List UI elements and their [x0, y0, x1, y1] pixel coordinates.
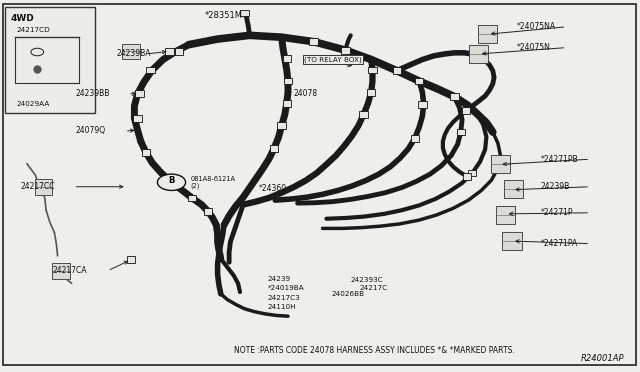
- Text: *24019BA: *24019BA: [268, 285, 304, 291]
- Text: 24026BB: 24026BB: [332, 291, 365, 297]
- Bar: [502, 211, 510, 217]
- Bar: [360, 111, 367, 118]
- Text: 24239BA: 24239BA: [116, 49, 151, 58]
- Bar: [175, 48, 184, 55]
- Bar: [484, 31, 492, 38]
- Text: 24029AA: 24029AA: [17, 101, 50, 107]
- Text: *24271P: *24271P: [541, 208, 573, 217]
- Circle shape: [31, 48, 44, 56]
- Text: R24001AP: R24001AP: [580, 354, 624, 363]
- Bar: [491, 155, 510, 173]
- Bar: [475, 53, 483, 60]
- Text: (2): (2): [191, 183, 200, 189]
- Bar: [496, 206, 515, 224]
- Bar: [35, 179, 52, 195]
- Bar: [146, 67, 155, 73]
- Bar: [393, 67, 401, 74]
- Text: (TO RELAY BOX): (TO RELAY BOX): [304, 56, 362, 63]
- Text: 24217CD: 24217CD: [17, 27, 51, 33]
- Bar: [478, 25, 497, 43]
- Bar: [342, 47, 350, 54]
- Text: *24271PB: *24271PB: [541, 155, 579, 164]
- Bar: [462, 108, 470, 114]
- Text: B: B: [168, 176, 175, 185]
- Bar: [241, 10, 248, 16]
- Bar: [463, 173, 471, 180]
- Text: *28351M: *28351M: [205, 11, 243, 20]
- Bar: [419, 101, 427, 108]
- Bar: [468, 170, 476, 176]
- Bar: [134, 115, 142, 122]
- Bar: [451, 93, 458, 100]
- Bar: [502, 232, 522, 250]
- Text: 24239BB: 24239BB: [76, 89, 110, 98]
- Bar: [284, 78, 292, 84]
- Text: *24360: *24360: [259, 185, 287, 193]
- Text: 24217CC: 24217CC: [20, 182, 55, 191]
- Bar: [457, 129, 465, 135]
- Text: *24075N: *24075N: [517, 43, 551, 52]
- Bar: [136, 90, 144, 97]
- Text: 24217C: 24217C: [360, 285, 388, 291]
- Bar: [508, 186, 516, 193]
- Text: 24239B: 24239B: [541, 182, 570, 191]
- Bar: [165, 48, 174, 55]
- Text: 24217C3: 24217C3: [268, 295, 300, 301]
- Bar: [415, 78, 424, 84]
- Bar: [508, 238, 516, 244]
- Bar: [504, 180, 523, 198]
- Bar: [278, 122, 285, 129]
- Bar: [142, 149, 150, 156]
- Bar: [469, 45, 488, 63]
- Text: *24075NA: *24075NA: [517, 22, 556, 31]
- Bar: [5, 7, 95, 113]
- Bar: [122, 44, 140, 59]
- Text: 242393C: 242393C: [351, 277, 383, 283]
- Text: 24078: 24078: [293, 89, 317, 98]
- Bar: [127, 256, 136, 263]
- Circle shape: [157, 174, 186, 190]
- Bar: [283, 55, 291, 62]
- Text: 4WD: 4WD: [10, 14, 34, 23]
- Text: 24079Q: 24079Q: [76, 126, 106, 135]
- Bar: [52, 263, 70, 279]
- Text: 081A8-6121A: 081A8-6121A: [191, 176, 236, 182]
- Text: *24271PA: *24271PA: [541, 239, 578, 248]
- Bar: [367, 89, 375, 96]
- Bar: [411, 135, 419, 142]
- Bar: [369, 67, 376, 73]
- Text: NOTE :PARTS CODE 24078 HARNESS ASSY INCLUDES *& *MARKED PARTS.: NOTE :PARTS CODE 24078 HARNESS ASSY INCL…: [234, 346, 515, 355]
- Bar: [283, 100, 291, 107]
- Bar: [168, 179, 175, 186]
- Bar: [204, 208, 212, 215]
- Bar: [495, 161, 504, 168]
- Text: 24239: 24239: [268, 276, 291, 282]
- Bar: [188, 195, 196, 201]
- Bar: [310, 38, 317, 45]
- Text: 24217CA: 24217CA: [52, 266, 87, 275]
- Bar: [270, 145, 278, 152]
- Text: 24110H: 24110H: [268, 304, 296, 310]
- Bar: [475, 51, 483, 57]
